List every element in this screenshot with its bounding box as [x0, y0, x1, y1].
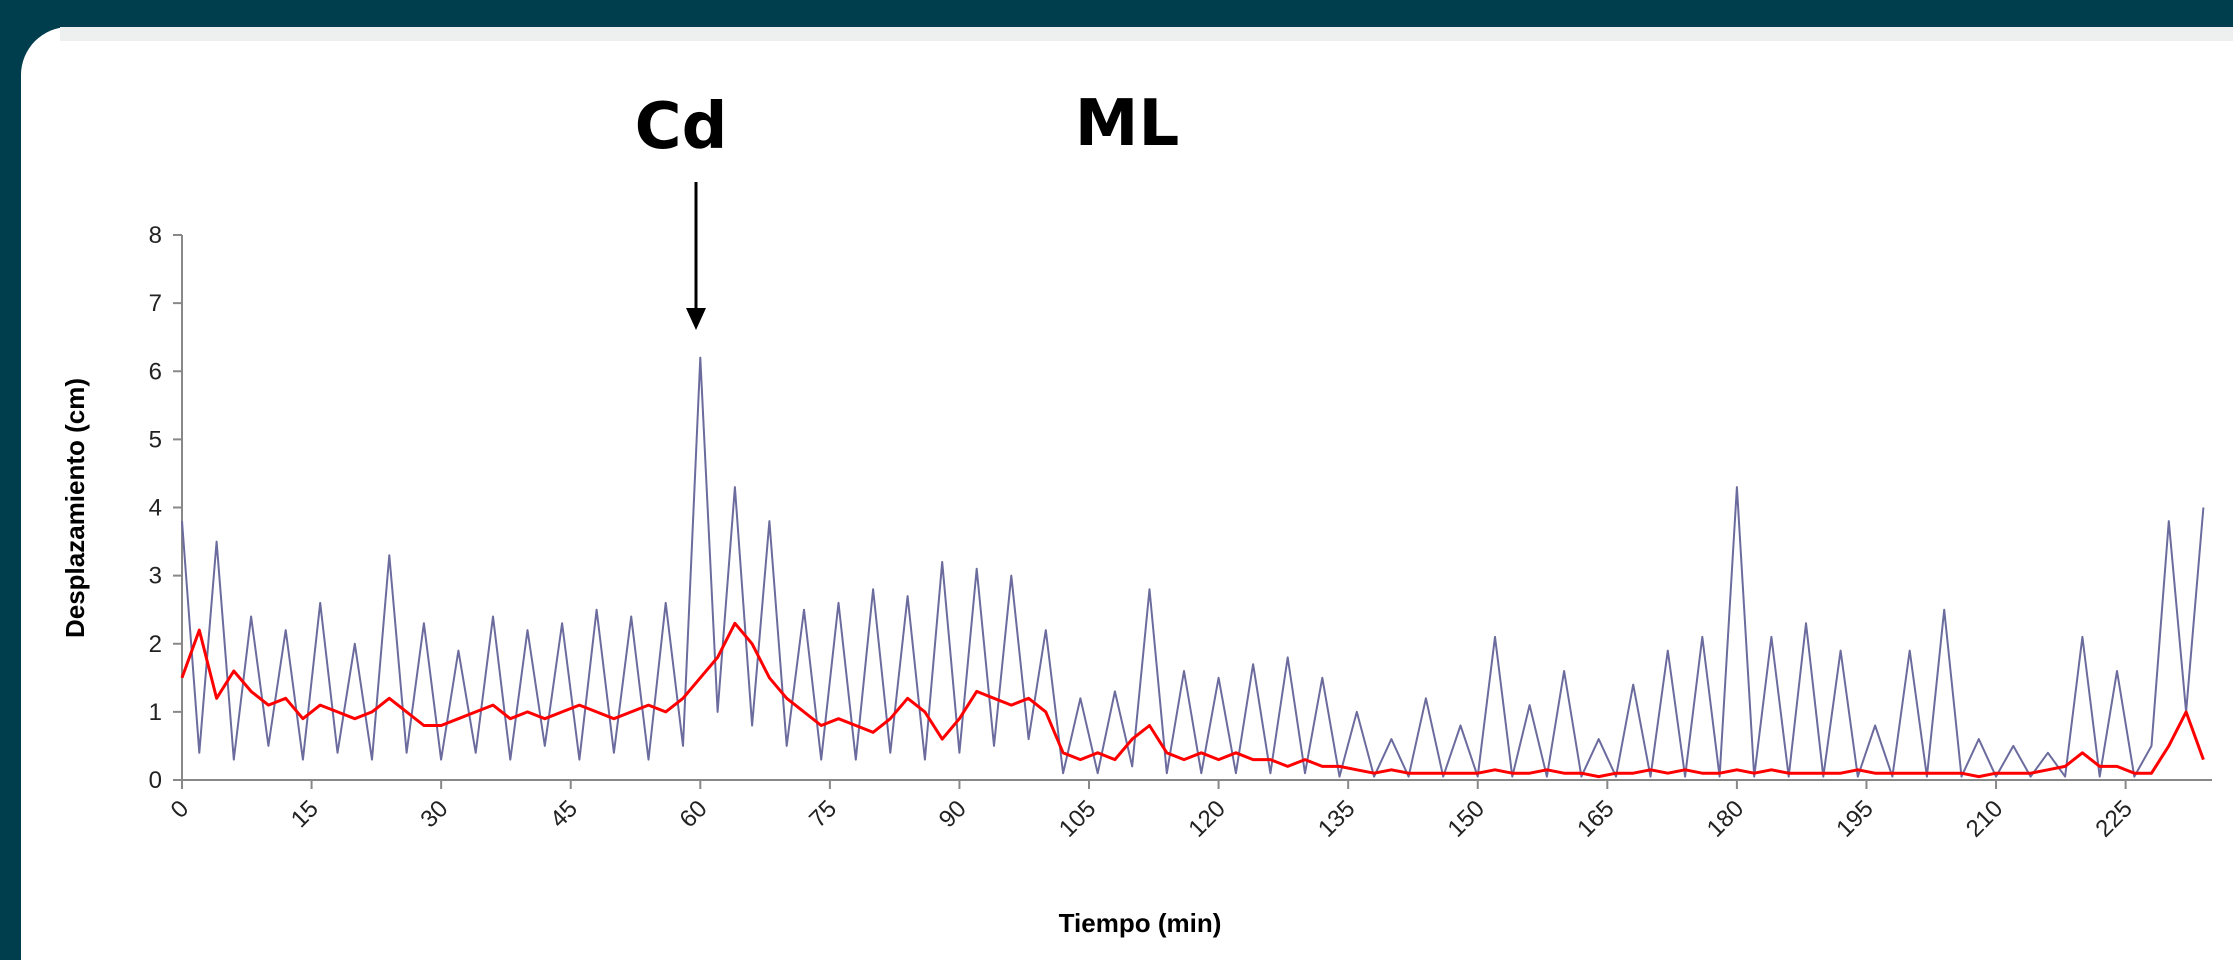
panel — [21, 27, 2233, 960]
y-tick-label: 1 — [149, 699, 162, 726]
arrow-head — [686, 308, 706, 330]
y-axis-title: Desplazamiento (cm) — [60, 378, 90, 638]
y-tick-label: 8 — [149, 222, 162, 249]
annotation-ml: ML — [1075, 87, 1179, 161]
data-line — [181, 356, 2205, 778]
y-tick-label: 4 — [149, 495, 162, 522]
y-tick-label: 6 — [149, 358, 162, 385]
y-tick-label: 5 — [149, 426, 162, 453]
y-tick-label: 2 — [149, 631, 162, 658]
y-tick-label: 3 — [149, 563, 162, 590]
annotation-cd: Cd — [635, 90, 728, 164]
panel-strip — [60, 27, 2233, 41]
data-line — [180, 621, 2205, 779]
y-tick-label: 0 — [149, 767, 162, 794]
x-axis-title: Tiempo (min) — [1059, 908, 1222, 938]
y-tick-label: 7 — [149, 290, 162, 317]
